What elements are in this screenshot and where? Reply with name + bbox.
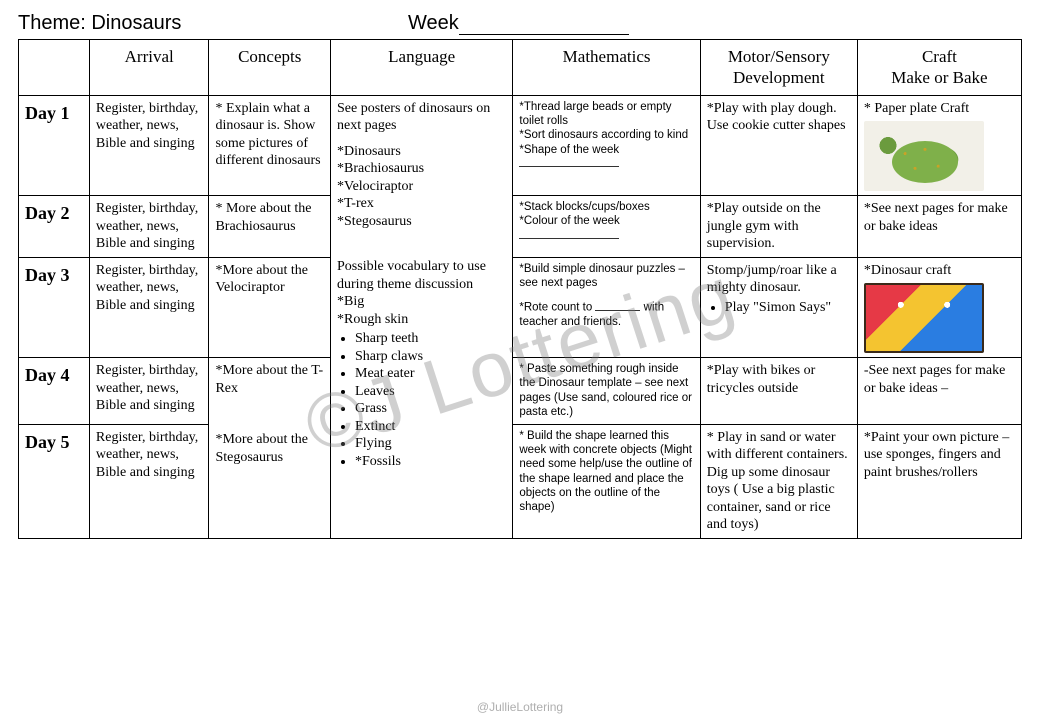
day4-arrival: Register, birthday, weather, news, Bible… bbox=[89, 358, 209, 425]
day3-craft: *Dinosaur craft bbox=[857, 257, 1021, 358]
day1-craft: * Paper plate Craft bbox=[857, 95, 1021, 196]
lang-b5: Grass bbox=[355, 400, 506, 418]
day2-craft: *See next pages for make or bake ideas bbox=[857, 196, 1021, 258]
day2-label: Day 2 bbox=[19, 196, 90, 258]
lang-b3: Meat eater bbox=[355, 365, 506, 383]
row-day5: Day 5 Register, birthday, weather, news,… bbox=[19, 424, 1022, 538]
col-craft: Craft Make or Bake bbox=[857, 40, 1021, 96]
col-math: Mathematics bbox=[513, 40, 700, 96]
day3-motor: Stomp/jump/roar like a mighty dinosaur. … bbox=[700, 257, 857, 358]
day1-concepts: * Explain what a dinosaur is. Show some … bbox=[209, 95, 331, 196]
day4-label: Day 4 bbox=[19, 358, 90, 425]
day3-concepts: *More about the Velociraptor bbox=[209, 257, 331, 358]
header: Theme: Dinosaurs Week bbox=[18, 12, 1022, 35]
day1-motor: *Play with play dough. Use cookie cutter… bbox=[700, 95, 857, 196]
footer-credit: @JullieLottering bbox=[477, 700, 563, 714]
lang-list: *Dinosaurs *Brachiosaurus *Velociraptor … bbox=[337, 143, 506, 231]
lang-b1: Sharp teeth bbox=[355, 330, 506, 348]
row-day2: Day 2 Register, birthday, weather, news,… bbox=[19, 196, 1022, 258]
lang-b6: Extinct bbox=[355, 418, 506, 436]
shape-blank bbox=[519, 157, 619, 167]
lang-b4: Leaves bbox=[355, 383, 506, 401]
col-arrival: Arrival bbox=[89, 40, 209, 96]
col-blank bbox=[19, 40, 90, 96]
day5-arrival: Register, birthday, weather, news, Bible… bbox=[89, 424, 209, 538]
col-language: Language bbox=[331, 40, 513, 96]
day3-arrival: Register, birthday, weather, news, Bible… bbox=[89, 257, 209, 358]
theme-label: Theme: Dinosaurs bbox=[18, 12, 408, 35]
lang-b2: Sharp claws bbox=[355, 348, 506, 366]
day5-label: Day 5 bbox=[19, 424, 90, 538]
day2-motor: *Play outside on the jungle gym with sup… bbox=[700, 196, 857, 258]
day4-motor: *Play with bikes or tricycles outside bbox=[700, 358, 857, 425]
handprint-dino-image bbox=[864, 283, 984, 353]
language-cell: See posters of dinosaurs on next pages *… bbox=[331, 95, 513, 538]
row-day3: Day 3 Register, birthday, weather, news,… bbox=[19, 257, 1022, 358]
lang-bullets: Sharp teeth Sharp claws Meat eater Leave… bbox=[355, 330, 506, 470]
row-day1: Day 1 Register, birthday, weather, news,… bbox=[19, 95, 1022, 196]
day2-math: *Stack blocks/cups/boxes *Colour of the … bbox=[513, 196, 700, 258]
lang-vocab-intro: Possible vocabulary to use during theme … bbox=[337, 258, 506, 293]
col-concepts: Concepts bbox=[209, 40, 331, 96]
day1-math: *Thread large beads or empty toilet roll… bbox=[513, 95, 700, 196]
col-motor: Motor/Sensory Development bbox=[700, 40, 857, 96]
row-day4: Day 4 Register, birthday, weather, news,… bbox=[19, 358, 1022, 425]
week-blank bbox=[459, 34, 629, 35]
colour-blank bbox=[519, 229, 619, 239]
lang-intro: See posters of dinosaurs on next pages bbox=[337, 100, 506, 135]
week-label: Week bbox=[408, 12, 629, 35]
paper-plate-dino-image bbox=[864, 121, 984, 191]
lang-b8: *Fossils bbox=[355, 453, 506, 471]
count-blank bbox=[595, 300, 640, 310]
plan-table: Arrival Concepts Language Mathematics Mo… bbox=[18, 39, 1022, 539]
lang-vocab1: *Big *Rough skin bbox=[337, 293, 506, 328]
day2-concepts: * More about the Brachiosaurus bbox=[209, 196, 331, 258]
day5-craft: *Paint your own picture – use sponges, f… bbox=[857, 424, 1021, 538]
day5-motor: * Play in sand or water with different c… bbox=[700, 424, 857, 538]
day4-5-concepts: *More about the T-Rex *More about the St… bbox=[209, 358, 331, 539]
day5-math: * Build the shape learned this week with… bbox=[513, 424, 700, 538]
day4-craft: -See next pages for make or bake ideas – bbox=[857, 358, 1021, 425]
lang-b7: Flying bbox=[355, 435, 506, 453]
day2-arrival: Register, birthday, weather, news, Bible… bbox=[89, 196, 209, 258]
day1-arrival: Register, birthday, weather, news, Bible… bbox=[89, 95, 209, 196]
day1-label: Day 1 bbox=[19, 95, 90, 196]
day3-math: *Build simple dinosaur puzzles – see nex… bbox=[513, 257, 700, 358]
day3-label: Day 3 bbox=[19, 257, 90, 358]
header-row: Arrival Concepts Language Mathematics Mo… bbox=[19, 40, 1022, 96]
day4-math: * Paste something rough inside the Dinos… bbox=[513, 358, 700, 425]
